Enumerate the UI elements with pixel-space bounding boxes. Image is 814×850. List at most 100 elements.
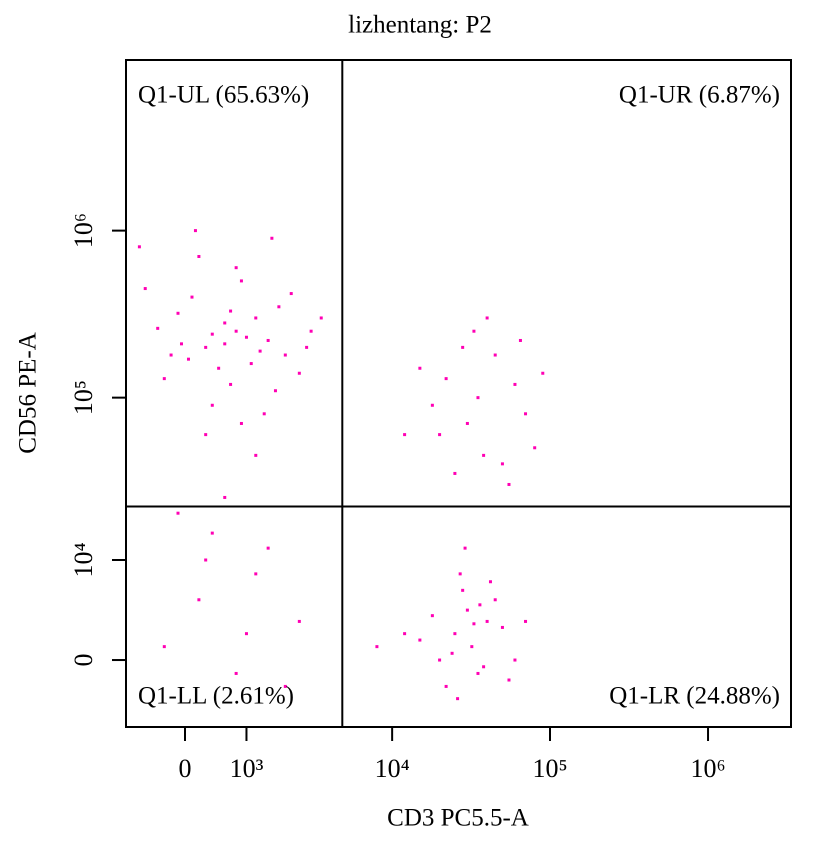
dot: [137, 245, 141, 249]
dot: [162, 377, 166, 381]
dot: [472, 329, 476, 333]
x-tick-label: 10⁶: [690, 754, 725, 783]
dot: [463, 546, 467, 550]
dot: [179, 342, 183, 346]
x-tick-label: 10³: [230, 754, 264, 783]
x-tick-label: 0: [178, 754, 191, 783]
dot: [229, 309, 233, 313]
quadrant-label: Q1-LL (2.61%): [138, 683, 294, 710]
dot: [488, 580, 492, 584]
dot: [210, 531, 214, 535]
dot: [453, 632, 457, 636]
dot: [204, 433, 208, 437]
dot: [266, 338, 270, 342]
dot: [176, 311, 180, 315]
dot: [266, 546, 270, 550]
dot: [309, 329, 313, 333]
dot: [482, 665, 486, 669]
dot: [193, 229, 197, 233]
quadrant-label: Q1-LR (24.88%): [609, 683, 780, 710]
dot: [458, 572, 462, 576]
dot: [190, 295, 194, 299]
dot: [418, 366, 422, 370]
dot: [297, 619, 301, 623]
dot: [507, 678, 511, 682]
dot: [234, 266, 238, 270]
dot: [254, 453, 258, 457]
dot: [438, 433, 442, 437]
dot: [258, 349, 262, 353]
dot: [273, 389, 277, 393]
dot: [533, 446, 537, 450]
dot: [472, 622, 476, 626]
dot: [465, 421, 469, 425]
y-axis-label: CD56 PE-A: [15, 332, 42, 454]
chart-title: lizhentang: P2: [348, 12, 492, 39]
dot: [430, 403, 434, 407]
dot: [283, 684, 287, 688]
dot: [493, 598, 497, 602]
quadrant-label: Q1-UR (6.87%): [619, 82, 780, 109]
dot: [485, 619, 489, 623]
dot: [375, 645, 379, 649]
dot: [229, 382, 233, 386]
dot: [541, 371, 545, 375]
dot: [197, 598, 201, 602]
plot-frame: [125, 59, 792, 728]
dot: [239, 279, 243, 283]
y-tick-label: 10⁴: [69, 542, 98, 577]
dot: [438, 658, 442, 662]
dot: [223, 342, 227, 346]
dot: [297, 371, 301, 375]
dot: [244, 632, 248, 636]
dot: [518, 338, 522, 342]
dot: [204, 558, 208, 562]
dot: [249, 362, 253, 366]
x-tick-label: 10⁴: [375, 754, 410, 783]
dot: [254, 572, 258, 576]
dot: [186, 357, 190, 361]
dot: [254, 316, 258, 320]
dot: [270, 236, 274, 240]
dot: [403, 632, 407, 636]
dot: [465, 608, 469, 612]
x-axis-label: CD3 PC5.5-A: [387, 805, 529, 832]
dot: [210, 403, 214, 407]
dot: [223, 321, 227, 325]
dot: [476, 671, 480, 675]
y-tick-label: 10⁵: [69, 380, 98, 415]
dot: [403, 433, 407, 437]
x-tick-label: 10⁵: [532, 754, 567, 783]
dot: [476, 396, 480, 400]
y-tick-label: 10⁶: [69, 213, 98, 248]
dot: [234, 329, 238, 333]
dot: [444, 377, 448, 381]
dot: [493, 353, 497, 357]
dot: [500, 462, 504, 466]
dot: [430, 614, 434, 618]
dot: [262, 412, 266, 416]
plot-area: [137, 229, 545, 701]
dot: [162, 645, 166, 649]
dot: [217, 366, 221, 370]
dot: [461, 345, 465, 349]
dot: [450, 651, 454, 655]
dot: [478, 603, 482, 607]
dot: [283, 353, 287, 357]
dot: [444, 684, 448, 688]
dot: [485, 316, 489, 320]
dot: [453, 471, 457, 475]
dot: [197, 254, 201, 258]
dot: [169, 353, 173, 357]
dot: [513, 382, 517, 386]
dot: [524, 412, 528, 416]
quadrant-label: Q1-UL (65.63%): [138, 82, 309, 109]
dot: [277, 305, 281, 309]
dot: [143, 287, 147, 291]
dot: [204, 345, 208, 349]
dot: [239, 421, 243, 425]
dot: [319, 316, 323, 320]
dot: [513, 658, 517, 662]
dot: [244, 335, 248, 339]
